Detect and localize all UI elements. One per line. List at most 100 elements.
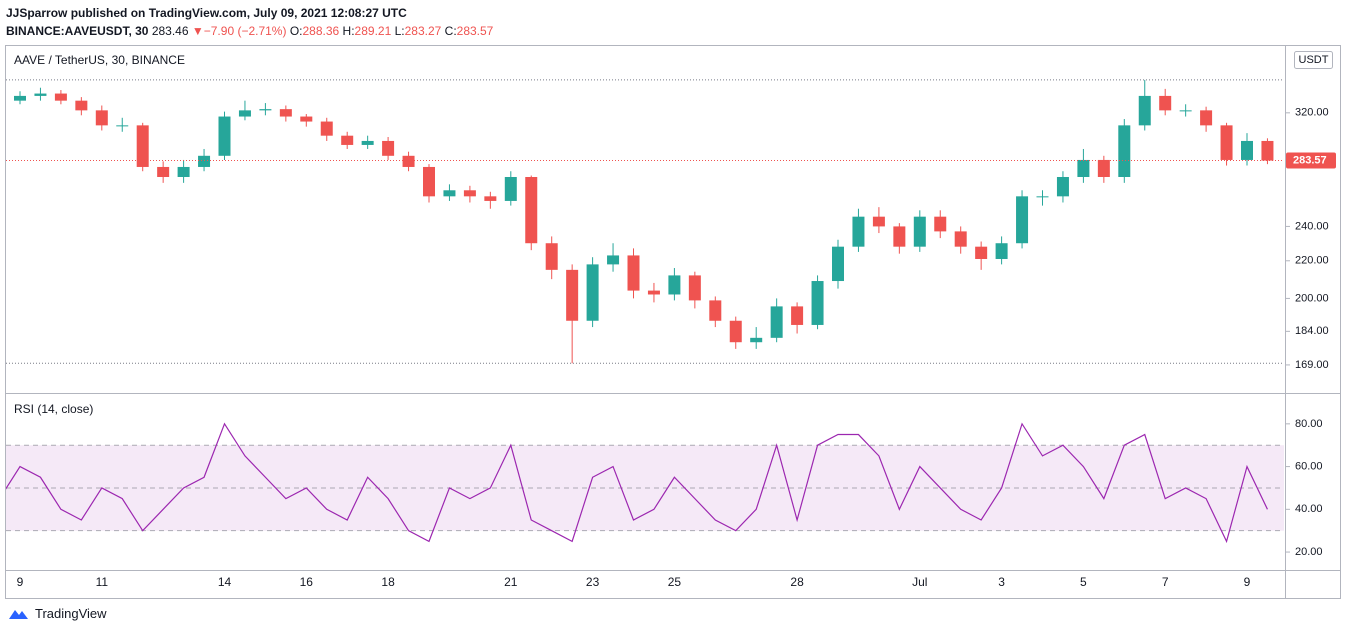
candle-body (279, 109, 292, 117)
candle-body (75, 100, 88, 111)
arrow: ▼ (191, 24, 204, 38)
candle-body (1200, 110, 1213, 126)
candle-body (54, 93, 67, 101)
low: 283.27 (404, 24, 442, 38)
candle-body (750, 337, 763, 343)
low-label: L: (394, 24, 405, 38)
candle-body (668, 275, 681, 295)
close: 283.57 (456, 24, 494, 38)
candle-body (1241, 140, 1253, 160)
candle-body (770, 306, 783, 338)
brand-logo (9, 609, 28, 619)
candle-body (443, 190, 456, 197)
x-tick-label: 21 (504, 575, 518, 589)
rsi-line (6, 422, 1268, 544)
y-tick-label: 240.00 (1295, 220, 1329, 232)
open: 288.36 (302, 24, 340, 38)
change: −7.90 (−2.71%) (203, 24, 287, 38)
candle-body (1138, 95, 1151, 126)
candle-body (1159, 95, 1172, 111)
price-pane (0, 79, 1284, 364)
candle-body (34, 93, 47, 96)
candle-body (1016, 196, 1029, 244)
x-tick-label: 9 (1244, 575, 1251, 589)
candle-body (1077, 159, 1090, 177)
open-label: O: (289, 24, 303, 38)
candle-body (116, 125, 129, 127)
candle-body (136, 125, 149, 167)
candle-body (934, 216, 947, 232)
x-tick-label: 23 (586, 575, 600, 589)
candle-body (382, 140, 395, 156)
y-tick-label: 60.00 (1295, 460, 1323, 472)
candle-body (1036, 196, 1049, 198)
candle-body (525, 176, 538, 244)
candle-body (14, 95, 26, 101)
candle-body (423, 166, 435, 197)
y-tick-label: 220.00 (1295, 255, 1329, 267)
candle-body (198, 155, 211, 167)
candle-body (1056, 176, 1069, 197)
price: 283.46 (151, 24, 189, 38)
footer: TradingView (8, 606, 107, 621)
candle-body (893, 226, 906, 247)
x-tick-label: 14 (218, 575, 232, 589)
y-tick-label: 20.00 (1295, 546, 1323, 558)
candle-body (791, 306, 804, 325)
candle-body (647, 290, 660, 295)
high: 289.21 (354, 24, 392, 38)
y-tick-label: 40.00 (1295, 503, 1323, 515)
candle-body (1097, 159, 1110, 177)
x-tick-label: 18 (381, 575, 395, 589)
x-tick-label: 5 (1080, 575, 1087, 589)
candle-body (504, 176, 517, 201)
candle-body (402, 155, 415, 167)
candle-body (586, 264, 599, 321)
symbol: BINANCE:AAVEUSDT, 30 (6, 24, 149, 38)
currency-box (1294, 51, 1333, 69)
candle-body (361, 140, 374, 145)
candle-body (157, 166, 170, 177)
publisher-line: JJSparrow published on TradingView.com, … (6, 4, 493, 22)
candle-body (688, 275, 701, 301)
x-tick-label: Jul (912, 575, 927, 589)
candle-body (832, 246, 844, 282)
candle-body (975, 246, 988, 259)
candle-body (852, 216, 865, 247)
header: JJSparrow published on TradingView.com, … (6, 4, 493, 40)
candle-body (995, 243, 1008, 259)
candle-body (1261, 140, 1274, 161)
x-tick-label: 7 (1162, 575, 1169, 589)
candle-body (607, 255, 620, 265)
candle-body (300, 116, 313, 122)
axes: 320.00240.00220.00200.00184.00169.00283.… (17, 107, 1336, 589)
candle-body (0, 101, 6, 122)
last-price-label: 283.57 (1293, 154, 1327, 166)
last-price-box (1286, 152, 1336, 169)
pane-title: AAVE / TetherUS, 30, BINANCE (14, 53, 185, 67)
candle-body (709, 300, 722, 321)
high-label: H: (342, 24, 355, 38)
currency: USDT (1299, 54, 1329, 66)
candle-body (811, 281, 824, 325)
candle-body (913, 216, 926, 247)
rsi-pane (6, 422, 1284, 544)
candle-body (238, 110, 251, 117)
candle-body (320, 121, 333, 136)
publisher: JJSparrow published on TradingView.com, … (6, 6, 407, 20)
frame (5, 45, 1341, 599)
candle-body (218, 116, 231, 156)
candle-body (95, 110, 108, 126)
x-tick-label: 11 (96, 575, 109, 589)
y-tick-label: 80.00 (1295, 418, 1323, 430)
candle-body (545, 243, 558, 270)
candle-body (177, 166, 190, 177)
x-tick-label: 3 (998, 575, 1005, 589)
candle-body (1118, 125, 1131, 177)
x-tick-label: 28 (790, 575, 804, 589)
y-tick-label: 200.00 (1295, 292, 1329, 304)
brand: TradingView (35, 606, 107, 621)
candle-body (872, 216, 885, 227)
